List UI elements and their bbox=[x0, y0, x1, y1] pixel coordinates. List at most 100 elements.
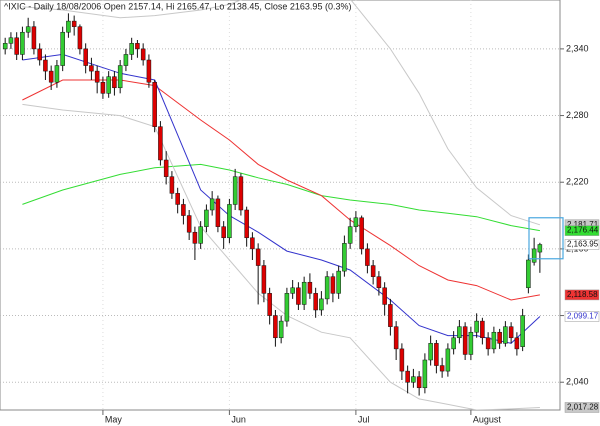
last-value-label: 2,176.44 bbox=[567, 226, 599, 235]
candle-body bbox=[422, 359, 428, 389]
candle-body bbox=[474, 320, 479, 333]
candle-body bbox=[100, 81, 106, 94]
candle-body bbox=[2, 43, 8, 50]
indicator-line bbox=[22, 0, 541, 226]
last-value-label: 2,099.17 bbox=[567, 312, 599, 321]
candles bbox=[2, 13, 543, 396]
candle-body bbox=[25, 26, 31, 33]
candle-body bbox=[238, 176, 244, 211]
last-value-box bbox=[564, 402, 600, 413]
candle-body bbox=[393, 326, 399, 350]
candle-body bbox=[261, 265, 267, 294]
y-tick-label: 2,280 bbox=[566, 110, 589, 120]
candle-body bbox=[405, 370, 410, 383]
candle-body bbox=[313, 293, 318, 311]
candle-body bbox=[37, 48, 42, 61]
candle-body bbox=[255, 248, 261, 266]
y-tick-label: 2,340 bbox=[566, 43, 589, 53]
last-value-label: 2,017.28 bbox=[567, 403, 599, 412]
candle-body bbox=[497, 331, 502, 344]
candle-body bbox=[273, 315, 278, 339]
candle-body bbox=[94, 70, 100, 83]
candle-body bbox=[388, 304, 393, 327]
candle-body bbox=[215, 198, 221, 227]
candle-body bbox=[514, 337, 520, 350]
candle-body bbox=[376, 276, 382, 289]
candle-body bbox=[221, 226, 226, 239]
candle-body bbox=[14, 37, 19, 55]
candle-body bbox=[411, 376, 416, 383]
candle-body bbox=[146, 59, 152, 83]
candle-body bbox=[307, 281, 313, 294]
candle-body bbox=[112, 76, 117, 89]
candle-body bbox=[537, 244, 543, 253]
chart-title: ^IXIC - Daily 18/08/2006 Open 2157.14, H… bbox=[4, 1, 351, 11]
candle-body bbox=[439, 365, 445, 372]
candle-body bbox=[462, 326, 468, 355]
candle-body bbox=[382, 287, 387, 305]
last-value-box bbox=[564, 311, 600, 322]
x-tick-label: Jul bbox=[358, 414, 370, 424]
candle-body bbox=[520, 315, 525, 347]
candle-body bbox=[359, 217, 364, 250]
candle-body bbox=[129, 43, 134, 55]
candle-body bbox=[451, 337, 456, 350]
x-tick-label: Jun bbox=[231, 414, 246, 424]
candle-body bbox=[428, 343, 433, 361]
candle-body bbox=[181, 204, 186, 216]
candle-body bbox=[123, 54, 129, 66]
grid bbox=[0, 0, 560, 410]
candle-body bbox=[8, 37, 14, 44]
candle-body bbox=[83, 48, 88, 66]
indicator-line bbox=[22, 163, 540, 232]
candle-body bbox=[301, 281, 307, 305]
candle-body bbox=[284, 293, 290, 322]
candle-body bbox=[227, 204, 232, 239]
candle-body bbox=[336, 270, 341, 294]
candle-body bbox=[209, 198, 215, 211]
candle-body bbox=[163, 159, 169, 177]
candle-body bbox=[169, 176, 175, 194]
candle-body bbox=[457, 326, 462, 339]
last-value-label: 2,118.58 bbox=[567, 290, 598, 299]
candle-body bbox=[31, 26, 37, 50]
candle-body bbox=[485, 337, 491, 350]
last-value-box bbox=[564, 225, 600, 236]
y-tick-label: 2,220 bbox=[566, 177, 589, 187]
candle-body bbox=[244, 209, 249, 239]
candle-body bbox=[319, 298, 324, 311]
candle-body bbox=[508, 326, 514, 339]
candle-body bbox=[204, 209, 209, 227]
candle-body bbox=[117, 65, 123, 89]
candle-body bbox=[71, 20, 77, 27]
candle-body bbox=[526, 259, 531, 289]
candle-body bbox=[290, 287, 295, 294]
candle-body bbox=[278, 320, 284, 339]
candle-body bbox=[77, 26, 83, 50]
axes: 2,0402,1002,1602,2202,2802,340MayJunJulA… bbox=[102, 43, 600, 424]
candle-body bbox=[399, 348, 405, 372]
candle-body bbox=[89, 65, 94, 72]
candle-body bbox=[353, 217, 359, 227]
candle-body bbox=[267, 293, 272, 316]
candle-body bbox=[365, 248, 370, 266]
indicator-line bbox=[22, 103, 540, 410]
candle-body bbox=[370, 265, 376, 277]
candle-body bbox=[135, 43, 140, 50]
candle-body bbox=[296, 287, 301, 305]
candle-body bbox=[175, 193, 180, 205]
candle-body bbox=[347, 226, 353, 244]
candle-body bbox=[106, 76, 111, 94]
candle-body bbox=[330, 276, 336, 294]
candle-body bbox=[531, 248, 537, 263]
candle-body bbox=[491, 331, 497, 350]
candle-body bbox=[158, 126, 163, 161]
candle-body bbox=[140, 48, 146, 61]
candle-body bbox=[48, 70, 54, 83]
last-value-label: 2,181.71 bbox=[567, 220, 599, 229]
candle-body bbox=[54, 65, 60, 83]
candle-body bbox=[416, 376, 422, 389]
indicator-line bbox=[22, 53, 541, 344]
last-value-box bbox=[564, 289, 600, 301]
